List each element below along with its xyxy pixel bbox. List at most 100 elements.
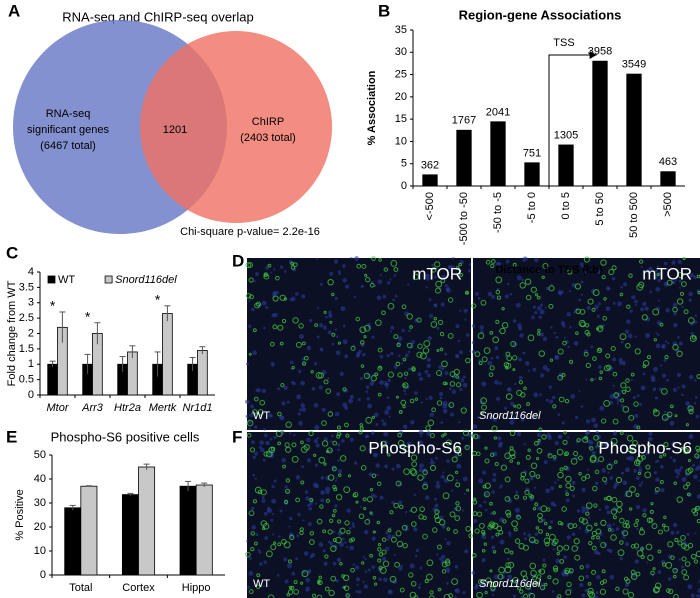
texture: [332, 561, 337, 566]
texture: [342, 537, 345, 541]
texture: [249, 557, 252, 560]
texture: [412, 273, 420, 281]
texture: [263, 326, 266, 330]
texture: [565, 475, 572, 483]
texture: [292, 267, 297, 272]
texture: [677, 386, 680, 389]
texture: [363, 324, 371, 332]
texture: [313, 453, 317, 457]
texture: [336, 519, 342, 524]
texture: [461, 509, 464, 512]
texture: [387, 371, 395, 378]
texture: [585, 502, 593, 509]
texture: [441, 434, 445, 438]
texture: [417, 372, 422, 377]
texture: [545, 532, 550, 537]
texture: [606, 495, 612, 501]
texture: [445, 287, 450, 292]
texture: [517, 586, 522, 591]
texture: [329, 541, 334, 546]
texture: [696, 594, 700, 598]
texture: [576, 509, 581, 513]
texture: [301, 407, 307, 412]
texture: [622, 282, 628, 287]
texture: [468, 533, 474, 539]
texture: [345, 284, 350, 289]
texture: [652, 308, 660, 316]
texture: [446, 541, 451, 546]
texture: [369, 553, 373, 558]
texture: [642, 513, 647, 518]
texture: [574, 283, 582, 290]
texture: [650, 502, 654, 506]
texture: [565, 492, 569, 497]
texture: [537, 305, 542, 311]
texture: [491, 259, 496, 264]
texture: [453, 368, 460, 376]
texture: [656, 320, 662, 326]
texture: [491, 425, 498, 432]
texture: [680, 535, 686, 541]
texture: [377, 542, 382, 547]
texture: [437, 319, 444, 325]
texture: [292, 262, 298, 268]
texture: [510, 341, 517, 348]
texture: [378, 577, 383, 582]
texture: [272, 291, 276, 295]
texture: [640, 307, 645, 312]
texture: [440, 302, 445, 307]
texture: [547, 453, 553, 459]
texture: [298, 334, 304, 339]
texture: [420, 401, 424, 404]
texture: [563, 544, 570, 551]
texture: [361, 263, 367, 269]
texture: [357, 590, 362, 594]
texture: [512, 576, 519, 584]
texture: [481, 381, 487, 387]
texture: [598, 365, 602, 369]
venn-label: (2403 total): [240, 132, 296, 144]
x-tick-label: -500 to -50: [458, 192, 470, 245]
texture: [255, 584, 261, 589]
texture: [444, 352, 448, 356]
texture: [308, 507, 313, 511]
texture: [471, 303, 477, 309]
texture: [566, 581, 572, 588]
texture: [548, 285, 555, 292]
texture: [426, 363, 432, 369]
texture: [481, 583, 487, 588]
texture: [280, 382, 285, 388]
texture: [546, 507, 551, 512]
texture: [596, 575, 601, 580]
texture: [295, 292, 299, 296]
texture: [529, 415, 534, 420]
texture: [496, 525, 503, 532]
texture: [400, 399, 407, 406]
texture: [513, 579, 517, 583]
texture: [480, 529, 486, 535]
texture: [524, 278, 532, 285]
texture: [520, 595, 524, 598]
texture: [620, 404, 624, 408]
texture: [655, 332, 658, 335]
texture: [536, 447, 543, 454]
texture: [446, 459, 450, 463]
texture: [360, 284, 364, 289]
texture: [253, 541, 258, 546]
texture: [416, 351, 423, 358]
texture: [520, 392, 526, 398]
stain-label: Phospho-S6: [368, 438, 462, 457]
texture: [366, 496, 374, 503]
texture: [500, 464, 507, 471]
texture: [424, 273, 430, 279]
texture: [512, 262, 517, 267]
texture: [265, 266, 269, 270]
texture: [666, 279, 673, 286]
texture: [419, 352, 427, 360]
texture: [403, 371, 409, 376]
texture: [635, 476, 640, 480]
texture: [281, 401, 286, 406]
texture: [561, 373, 566, 377]
texture: [552, 404, 557, 409]
texture: [578, 390, 581, 393]
